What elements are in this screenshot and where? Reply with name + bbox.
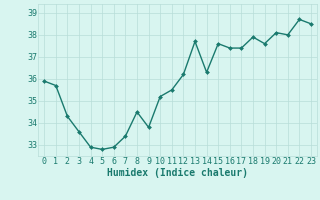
X-axis label: Humidex (Indice chaleur): Humidex (Indice chaleur): [107, 168, 248, 178]
